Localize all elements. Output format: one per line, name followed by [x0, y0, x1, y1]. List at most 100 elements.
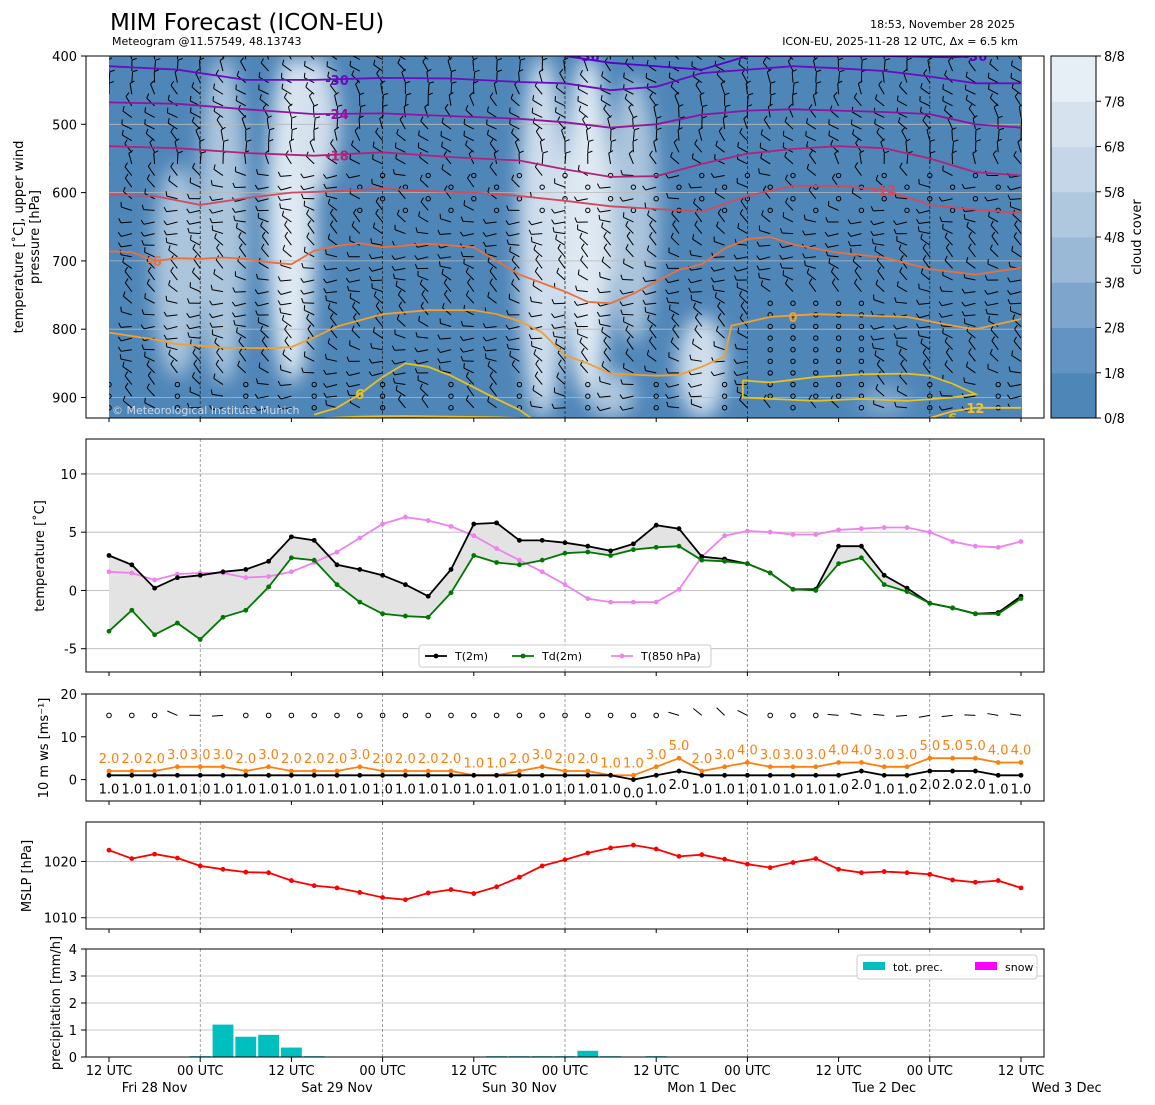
wind-calm-mark [767, 184, 773, 190]
issued-time: 18:53, November 28 2025 [870, 18, 1015, 31]
t850-point [813, 532, 819, 537]
wind-barb-feather [468, 150, 473, 155]
wind-barb-feather [192, 162, 196, 168]
wind-barb-feather [486, 129, 489, 135]
wind-barb-feather [306, 232, 310, 238]
legend-label: tot. prec. [893, 961, 943, 974]
wind-barb [899, 166, 908, 176]
wind-barb [899, 85, 908, 95]
wind-barb [121, 233, 132, 237]
wind-barb [176, 56, 179, 60]
wind-barb [216, 352, 224, 362]
wind-calm-mark [653, 393, 659, 399]
wind-barb-feather [258, 362, 261, 368]
wind-barb [241, 118, 247, 130]
wind-barb [166, 195, 178, 200]
wind-barb-feather [813, 91, 818, 96]
wind-barb-feather [691, 153, 694, 159]
wind-barb [359, 106, 362, 118]
wind-barb [717, 212, 726, 223]
wind-barb [670, 156, 680, 165]
wind-barb [645, 311, 657, 316]
wind-barb-feather [415, 331, 418, 338]
wind-barb-feather [403, 103, 409, 107]
wind-barb [920, 272, 931, 281]
mean-wind-point [904, 772, 910, 778]
wind-barb [1013, 236, 1022, 246]
wind-calm-mark [972, 196, 979, 202]
wind-barb-feather [376, 69, 380, 74]
wind-barb [587, 141, 590, 153]
wind-barb-feather [484, 248, 487, 255]
wind-barb [280, 186, 292, 191]
t850-point [973, 543, 978, 549]
colorbar-tick-label: 5/8 [1104, 186, 1125, 201]
wind-barb [212, 100, 224, 107]
wind-barb-feather [900, 255, 904, 260]
mean-wind-point [380, 772, 385, 778]
wind-barb-feather [853, 92, 858, 98]
wind-barb [557, 248, 566, 258]
wind-barb-feather [323, 288, 327, 294]
wind-calm-mark [858, 405, 865, 411]
wind-barb [622, 198, 634, 202]
wind-barb [941, 302, 953, 307]
wind-barb-feather [745, 80, 751, 84]
wind-barb [692, 157, 703, 165]
mean-wind-value-label: 1.0 [121, 782, 142, 797]
wind-barb-feather [303, 246, 306, 252]
time-tick-label: 00 UTC [177, 1064, 223, 1079]
td2m-point [608, 553, 613, 558]
mean-wind-point [745, 772, 750, 778]
wind-barb-feather [149, 138, 154, 143]
mean-wind-point [403, 772, 408, 778]
wind-barb-feather [768, 103, 773, 108]
wind-barb [170, 259, 178, 269]
wind-barb [763, 398, 771, 409]
wind-barb-feather [438, 261, 441, 267]
wind-barb [371, 360, 383, 364]
wind-barb [472, 60, 475, 72]
wind-barb-feather [588, 139, 594, 142]
wind-barb [327, 342, 338, 351]
wind-barb-feather [566, 47, 571, 48]
wind-barb [713, 279, 725, 283]
wind-barb [305, 155, 315, 165]
wind-barb-feather [118, 322, 122, 328]
wind-barb-feather [871, 238, 874, 244]
wind-barb-feather [210, 389, 213, 395]
wind-barb-feather [917, 330, 920, 336]
wind-barb-feather [920, 268, 924, 274]
isotherm-line [564, 56, 976, 71]
wind-barb [623, 367, 634, 374]
wind-barb [852, 133, 862, 142]
td2m-point [699, 557, 705, 563]
wind-calm-mark [151, 712, 158, 719]
wind-barb-feather [267, 115, 272, 119]
wind-barb-feather [968, 57, 972, 63]
wind-barb [815, 83, 817, 95]
wind-barb-feather [288, 103, 293, 108]
wind-barb [380, 83, 384, 95]
wind-barb-feather [122, 361, 125, 367]
wind-barb-feather [395, 153, 398, 159]
wind-barb [280, 279, 292, 282]
wind-barb [987, 313, 999, 316]
wind-barb [554, 182, 566, 188]
gust-value-label: 3.0 [349, 748, 370, 763]
wind-barb [1011, 87, 1022, 95]
mean-wind-point [722, 772, 727, 778]
wind-barb [690, 186, 702, 189]
wind-barb-feather [677, 127, 683, 131]
wind-barb-feather [438, 365, 441, 371]
wind-barb [395, 147, 406, 153]
mslp-point [927, 871, 933, 877]
mslp-point [152, 851, 158, 857]
wind-barb-feather [532, 280, 535, 286]
wind-barb-feather [122, 291, 126, 297]
wind-barb-feather [163, 220, 168, 226]
wind-barb-feather [837, 80, 843, 84]
wind-barb-feather [170, 80, 175, 86]
wind-barb-feather [192, 243, 196, 249]
wind-barb-feather [163, 311, 167, 317]
